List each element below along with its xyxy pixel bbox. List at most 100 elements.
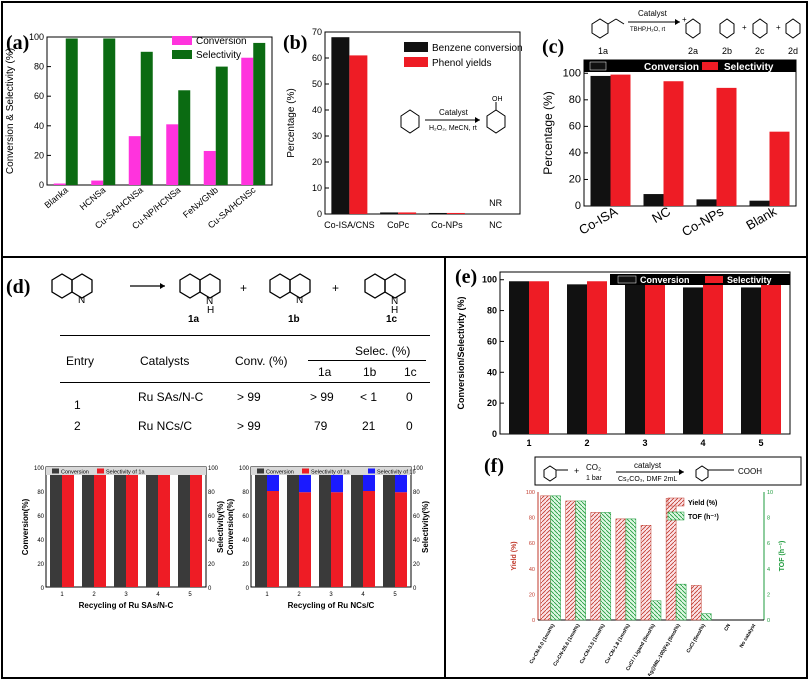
scheme-d-label-1a: 1a <box>188 314 200 324</box>
bar-conversion-3 <box>696 199 717 206</box>
y-tick-label: 10 <box>312 183 322 193</box>
legend-swatch <box>172 50 192 59</box>
y-axis-title: Conversion/Selectivity (%) <box>456 296 466 409</box>
table-d-sub-1c: 1c <box>404 365 417 379</box>
scheme-d-plus-1: + <box>240 281 247 295</box>
bar-benzene-conversion-1 <box>331 37 350 215</box>
x-category-label: 1 <box>60 592 64 598</box>
y2-tick-label: 20 <box>413 562 420 568</box>
legend-label: Selectivity <box>724 62 774 73</box>
scheme-b-catalyst: Catalyst <box>439 108 469 117</box>
y-tick-label: 60 <box>312 53 322 63</box>
table-d-header-catalysts: Catalysts <box>140 354 190 368</box>
x-category-label: 5 <box>758 438 763 448</box>
legend-band <box>46 467 206 475</box>
legend-swatch <box>404 42 428 52</box>
x-category-label: 1 <box>526 438 531 448</box>
table-d-row2-conv: > 99 <box>237 419 261 433</box>
table-d-row2-1b: 21 <box>362 419 376 433</box>
scheme-c-label-2c: 2c <box>755 46 765 56</box>
bar-conversion-3 <box>625 282 645 434</box>
scheme-c-label-1a: 1a <box>598 46 608 56</box>
table-d-header-conv: Conv. (%) <box>235 354 288 368</box>
legend-swatch <box>702 62 718 70</box>
scheme-f-co2: CO₂ <box>586 463 601 472</box>
chart-d1: 0 0 20 20 40 40 60 60 80 80 100 100 1 2 3 4 5 Recycling o… <box>21 466 225 610</box>
legend-label: TOF (h⁻¹) <box>688 514 719 521</box>
chart-d2: 0 0 20 20 40 40 60 60 80 80 100 100 1 2 3 4 5 Recycling o… <box>226 466 430 610</box>
bar-conversion-1 <box>50 467 62 587</box>
y-tick-label: 100 <box>526 490 535 496</box>
bar-tof-7 <box>700 613 712 621</box>
bar-selectivity-of-1a-5 <box>395 492 407 587</box>
legend-band <box>584 60 796 72</box>
y2-tick-label: 80 <box>208 490 215 496</box>
panel-ef-frame <box>444 256 808 679</box>
table-d-row1-1a: > 99 <box>310 390 334 404</box>
legend-label: Selectivity of 1b <box>377 470 416 476</box>
chart-c: 0 20 40 60 80 100 Co-ISA NC Co-NPs Blank Percentag… <box>541 59 797 239</box>
legend-label: Selectivity <box>727 275 772 285</box>
x-category-label: HCNSa <box>78 185 108 212</box>
bar-tof-2 <box>575 500 586 621</box>
table-d-row2-1a: 79 <box>314 419 328 433</box>
y-tick-label: 60 <box>569 120 581 132</box>
bar-yield-3 <box>590 512 602 621</box>
bar-conversion-4 <box>683 287 703 434</box>
bar-selectivity-1 <box>65 38 78 186</box>
table-d-row1-conv: > 99 <box>237 390 261 404</box>
y2-tick-label: 100 <box>413 466 424 472</box>
legend-swatch <box>97 468 104 474</box>
x-category-label: No catalyst <box>739 623 758 649</box>
quinoline-structure <box>51 273 93 299</box>
x-category-label: 3 <box>642 438 647 448</box>
scheme-f-cooh: COOH <box>738 467 762 476</box>
y-tick-label: 60 <box>242 514 249 520</box>
bar-selectivity-of-1a-3 <box>331 492 343 587</box>
y-tick-label: 100 <box>482 275 497 285</box>
y-tick-label: 30 <box>312 131 322 141</box>
legend-label: Conversion <box>640 275 690 285</box>
table-d-sub-1a: 1a <box>318 365 332 379</box>
x-category-label: 5 <box>188 592 192 598</box>
y-tick-label: 40 <box>312 105 322 115</box>
scheme-d-n-1c: N <box>391 296 398 307</box>
bar-conversion-5 <box>741 287 761 434</box>
y-tick-label: 0 <box>532 618 535 624</box>
scheme-b-conditions: H₂O₂, MeCN, rt <box>429 125 477 132</box>
y2-tick-label: 0 <box>413 586 417 592</box>
bar-selectivity-2 <box>103 38 116 186</box>
x-category-label: 4 <box>156 592 160 598</box>
scheme-d-h-1a: H <box>207 305 214 316</box>
bar-selectivity-3 <box>140 51 153 185</box>
y-axis-title: Conversion & Selectivity (%) <box>5 48 16 174</box>
legend-swatch <box>52 468 59 474</box>
y2-tick-label: 6 <box>767 541 770 547</box>
panel-label-f: (f) <box>484 455 504 477</box>
x-category-label: 2 <box>297 592 301 598</box>
bar-yield-2 <box>565 500 576 621</box>
plot-frame <box>46 36 273 186</box>
y-tick-label: 80 <box>242 490 249 496</box>
y2-tick-label: 40 <box>413 538 420 544</box>
bar-conversion-6 <box>241 57 254 185</box>
bar-selectivity-of-1a-1 <box>267 491 279 587</box>
legend-swatch <box>617 275 637 284</box>
y-axis-title: Conversion(%) <box>21 498 30 555</box>
y-axis-title: Yield (%) <box>511 541 518 570</box>
x-category-label: 3 <box>124 592 128 598</box>
bar-conversion-4 <box>749 200 770 206</box>
bar-selectivity-of-1a-5 <box>190 467 202 587</box>
bar-conversion-1 <box>590 75 611 206</box>
legend-swatch <box>404 57 428 67</box>
bar-conversion-4 <box>166 124 179 185</box>
y-tick-label: 80 <box>487 306 497 316</box>
bar-conversion-5 <box>203 150 216 185</box>
legend-swatch <box>172 36 192 45</box>
legend-band <box>251 467 411 475</box>
x-category-label: 5 <box>393 592 397 598</box>
bar-selectivity-4 <box>703 281 723 434</box>
y-tick-label: 0 <box>317 209 322 219</box>
x-category-label: Blank <box>743 203 779 232</box>
